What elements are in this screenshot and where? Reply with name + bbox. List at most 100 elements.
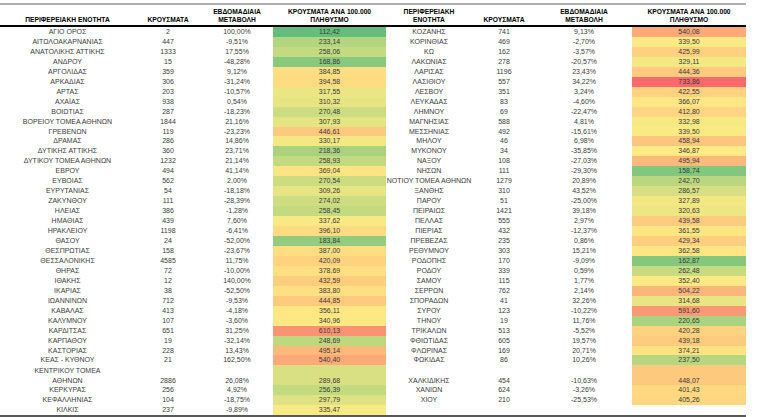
cases-cell: 1198 [135,226,201,236]
cases-cell: 469 [472,37,536,47]
weekly-change-cell: 140,00% [201,276,273,286]
table-row: ΛΑΚΩΝΙΑΣ278-20,57%329,11 [386,57,746,67]
per-100k-cell: 337,62 [273,216,386,226]
table-row: ΙΚΑΡΙΑΣ38-52,50%383,80 [0,286,386,296]
cases-cell: 588 [472,117,536,127]
cases-cell: 413 [135,306,201,316]
cases-cell: 339 [472,266,536,276]
weekly-change-cell: 43,52% [536,186,632,196]
weekly-change-cell: 23,71% [201,146,273,156]
cases-cell: 651 [135,326,201,336]
region-name-cell: ΛΗΜΝΟΥ [386,107,472,117]
table-row: ΕΒΡΟΥ49441,14%369,04 [0,166,386,176]
weekly-change-cell: -25,53% [536,395,632,405]
table-row: ΠΕΛΛΑΣ5552,97%439,58 [386,216,746,226]
tables-wrap: ΠΕΡΙΦΕΡΕΙΑΚΗ ΕΝΟΤΗΤΑ ΚΡΟΥΣΜΑΤΑ ΕΒΔΟΜΑΔΙΑ… [0,3,746,417]
region-name-cell: ΚΑΛΥΜΝΟΥ [0,316,135,326]
per-100k-cell: 183,84 [273,236,386,246]
region-name-cell: ΝΗΣΩΝ [386,166,472,176]
cases-cell: 69 [472,107,536,117]
weekly-change-cell: -31,24% [201,77,273,87]
region-name-cell: ΔΥΤΙΚΟΥ ΤΟΜΕΑ ΑΘΗΝΩΝ [0,156,135,166]
region-name-cell: ΣΕΡΡΩΝ [386,286,472,296]
per-100k-cell: 610,13 [273,326,386,336]
table-row: ΡΕΘΥΜΝΟΥ30315,21%362,58 [386,246,746,256]
weekly-change-cell: -10,57% [201,87,273,97]
weekly-change-cell: 11,76% [536,316,632,326]
weekly-change-cell: -5,52% [536,326,632,336]
cases-cell: 86 [472,355,536,365]
weekly-change-cell: 17,55% [201,47,273,57]
weekly-change-cell: -23,67% [201,246,273,256]
weekly-change-cell: -18,23% [201,107,273,117]
region-name-cell: ΕΒΡΟΥ [0,166,135,176]
per-100k-cell: 420,09 [273,256,386,266]
table-row: ΠΑΡΟΥ51-25,00%327,89 [386,196,746,206]
table-row: ΑΡΚΑΔΙΑΣ306-31,24%394,58 [0,77,386,87]
cases-cell: 83 [472,97,536,107]
weekly-change-cell: 10,26% [536,355,632,365]
weekly-change-cell: -3,26% [536,385,632,395]
per-100k-cell: 346,87 [632,146,746,156]
weekly-change-cell: 21,14% [201,156,273,166]
weekly-change-cell: -4,60% [536,97,632,107]
table-row: ΝΟΤΙΟΥ ΤΟΜΕΑ ΑΘΗΝΩΝ127920,89%242,70 [386,176,746,186]
weekly-change-cell: 7,60% [201,216,273,226]
region-name-cell: ΘΕΣΠΡΩΤΙΑΣ [0,246,135,256]
per-100k-cell: 383,80 [273,286,386,296]
region-name-cell: ΛΕΥΚΑΔΑΣ [386,97,472,107]
weekly-change-cell: 0,59% [536,266,632,276]
weekly-change-cell: -10,63% [536,365,632,385]
weekly-change-cell: -1,28% [201,206,273,216]
cases-cell: 762 [472,286,536,296]
weekly-change-cell: 26,08% [201,365,273,385]
weekly-change-cell: 4,92% [201,385,273,395]
region-name-cell: ΜΕΣΣΗΝΙΑΣ [386,127,472,137]
weekly-change-cell: 100,00% [201,26,273,37]
weekly-change-cell: -15,61% [536,127,632,137]
region-name-cell: ΑΡΤΑΣ [0,87,135,97]
per-100k-cell: 369,04 [273,166,386,176]
table-row: ΚΕΡΚΥΡΑΣ2564,92%256,39 [0,385,386,395]
table-row: ΧΑΝΙΩΝ624-3,26%401,43 [386,385,746,395]
weekly-change-cell: 11,75% [201,256,273,266]
region-name-cell: ΒΟΡΕΙΟΥ ΤΟΜΕΑ ΑΘΗΝΩΝ [0,117,135,127]
region-name-cell: ΙΚΑΡΙΑΣ [0,286,135,296]
per-100k-cell: 314,68 [632,296,746,306]
region-name-cell: ΜΑΓΝΗΣΙΑΣ [386,117,472,127]
cases-cell: 2886 [135,365,201,385]
per-100k-cell: 446,61 [273,127,386,137]
per-100k-cell: 444,36 [632,67,746,77]
cases-cell: 454 [472,365,536,385]
per-100k-cell: 258,45 [273,206,386,216]
per-100k-cell: 335,47 [273,405,386,415]
region-name-cell: ΞΑΝΘΗΣ [386,186,472,196]
per-100k-cell: 237,50 [632,355,746,365]
table-row: ΔΥΤΙΚΟΥ ΤΟΜΕΑ ΑΘΗΝΩΝ123221,14%258,93 [0,156,386,166]
weekly-change-cell: -3,57% [536,47,632,57]
cases-cell: 351 [472,87,536,97]
per-100k-cell: 352,40 [632,276,746,286]
weekly-change-cell: 2,14% [536,286,632,296]
region-name-cell: ΑΡΚΑΔΙΑΣ [0,77,135,87]
per-100k-cell: 242,70 [632,176,746,186]
cases-cell: 360 [135,146,201,156]
region-name-cell: ΛΑΣΙΘΙΟΥ [386,77,472,87]
region-name-cell: ΡΟΔΟΥ [386,266,472,276]
weekly-change-cell: -9,09% [536,256,632,266]
region-name-cell: ΜΥΚΟΝΟΥ [386,146,472,156]
per-100k-cell: 396,10 [273,226,386,236]
region-name-cell: ΑΝΑΤΟΛΙΚΗΣ ΑΤΤΙΚΗΣ [0,47,135,57]
cases-cell: 1279 [472,176,536,186]
weekly-change-cell: 0,86% [536,236,632,246]
table-row: ΝΗΣΩΝ111-29,30%158,74 [386,166,746,176]
weekly-change-cell: -9,51% [201,37,273,47]
region-name-cell: ΗΛΕΙΑΣ [0,206,135,216]
region-name-cell: ΑΙΤΩΛΟΑΚΑΡΝΑΝΙΑΣ [0,37,135,47]
cases-cell: 492 [472,127,536,137]
table-row: ΚΑΛΥΜΝΟΥ107-3,60%340,96 [0,316,386,326]
regions-table-left: ΠΕΡΙΦΕΡΕΙΑΚΗ ΕΝΟΤΗΤΑ ΚΡΟΥΣΜΑΤΑ ΕΒΔΟΜΑΔΙΑ… [0,5,386,415]
table-row: ΧΙΟΥ210-25,53%405,26 [386,395,746,405]
per-100k-cell: 420,28 [632,326,746,336]
cases-cell: 107 [135,316,201,326]
